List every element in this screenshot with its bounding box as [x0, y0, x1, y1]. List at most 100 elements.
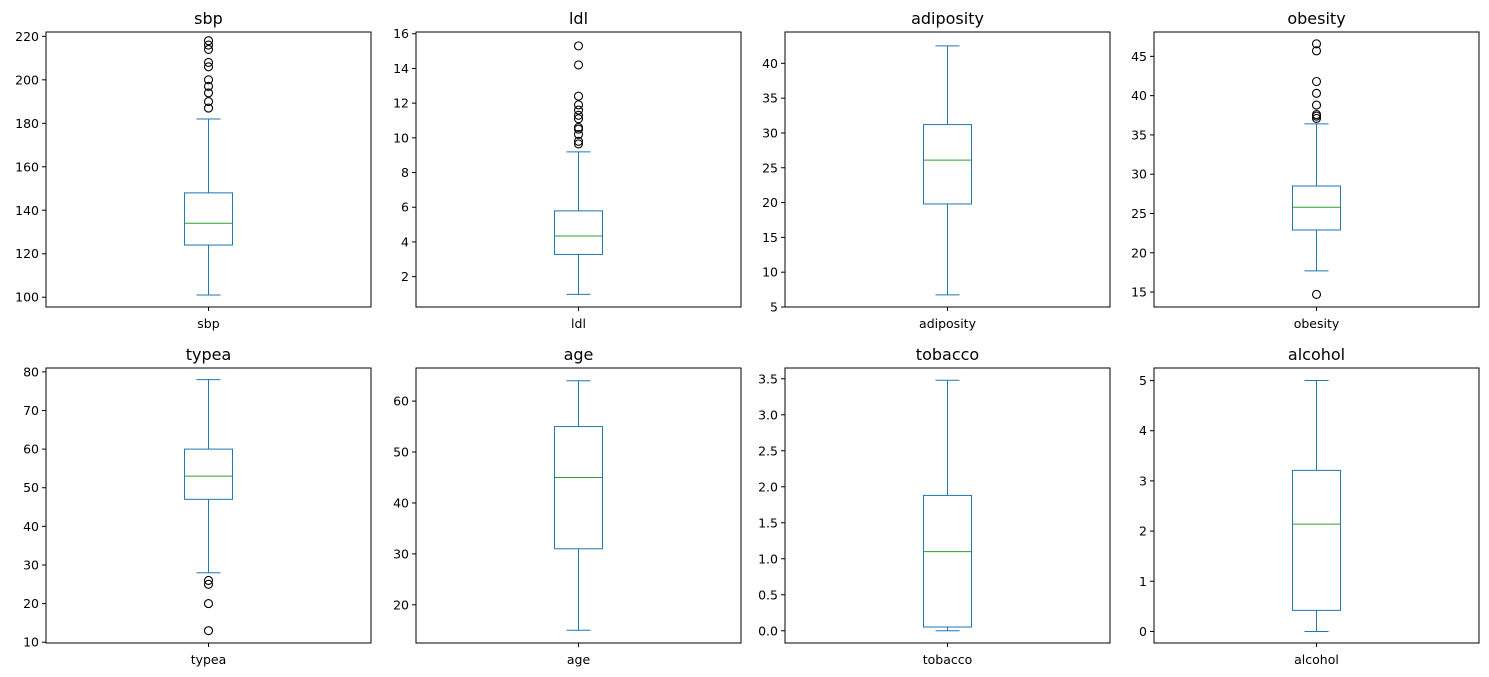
y-tick-label: 30	[762, 125, 778, 140]
y-tick-label: 5	[770, 300, 778, 315]
y-tick-label: 4	[401, 234, 409, 249]
outlier-point	[203, 40, 214, 50]
y-tick-label: 40	[23, 519, 39, 534]
outlier-point	[573, 105, 584, 115]
y-tick-label: 40	[1131, 88, 1147, 103]
outlier-point	[573, 91, 584, 101]
iqr-box	[1292, 469, 1341, 611]
subplot-title: age	[564, 345, 594, 364]
y-tick-label: 12	[393, 96, 409, 111]
subplot-title: obesity	[1287, 9, 1345, 28]
y-tick-label: 8	[401, 165, 409, 180]
y-tick-label: 180	[15, 116, 39, 131]
y-tick-label: 2.0	[758, 479, 778, 494]
y-tick-label: 15	[1131, 285, 1147, 300]
outlier-point	[1311, 289, 1322, 299]
iqr-box	[554, 210, 603, 255]
iqr-box	[923, 124, 972, 205]
subplot-obesity: obesity 15 20 25 30 35 40 45 obesity	[1131, 9, 1480, 331]
subplot-title: typea	[186, 345, 232, 364]
subplot-title: sbp	[194, 9, 223, 28]
iqr-box	[1292, 185, 1341, 231]
outlier-point	[203, 44, 214, 54]
outlier-point	[1311, 39, 1322, 49]
y-tick-label: 45	[1131, 49, 1147, 64]
outlier-point	[573, 41, 584, 51]
y-tick-label: 14	[393, 61, 409, 76]
outlier-point	[573, 110, 584, 120]
x-tick-label: ldl	[571, 316, 586, 331]
y-tick-label: 40	[762, 56, 778, 71]
y-tick-label: 20	[23, 596, 39, 611]
outlier-point	[203, 57, 214, 67]
outlier-point	[1311, 109, 1322, 120]
y-tick-label: 35	[762, 91, 778, 106]
y-tick-label: 4	[1139, 423, 1147, 438]
outlier-point	[1311, 76, 1322, 87]
y-tick-label: 2.5	[758, 443, 778, 458]
y-tick-label: 60	[393, 394, 409, 409]
iqr-box	[184, 448, 233, 500]
x-tick-label: obesity	[1294, 316, 1340, 331]
y-tick-label: 3.0	[758, 407, 778, 422]
subplot-typea: typea 10 20 30 40 50 60 70 80 typea	[23, 345, 372, 667]
subplot-alcohol: alcohol 0 1 2 3 4 5 alcohol	[1139, 345, 1480, 667]
y-tick-label: 2	[401, 269, 409, 284]
y-tick-label: 15	[762, 230, 778, 245]
subplot-title: ldl	[569, 9, 588, 28]
outlier-point	[1311, 113, 1322, 123]
subplot-ldl: ldl 2 4 6 8 10 12 14 16 ldl	[393, 9, 742, 331]
y-tick-label: 1.0	[758, 551, 778, 566]
outlier-point	[203, 626, 214, 636]
outlier-point	[1311, 88, 1322, 98]
y-tick-label: 3	[1139, 473, 1147, 488]
subplot-sbp: sbp 100 120 140 160 180 200 220 sbp	[15, 9, 372, 331]
y-tick-label: 60	[23, 442, 39, 457]
outlier-point	[573, 114, 584, 124]
outlier-point	[573, 60, 584, 70]
subplot-adiposity: adiposity 5 10 15 20 25 30 35 40 adiposity	[762, 9, 1111, 331]
y-tick-label: 25	[1131, 206, 1147, 221]
outlier-point	[203, 36, 214, 46]
outlier-point	[573, 139, 584, 149]
y-tick-label: 10	[23, 635, 39, 650]
subplot-tobacco: tobacco 0.0 0.5 1.0 1.5 2.0 2.5 3.0 3.5 tobacco	[758, 345, 1111, 667]
outlier-point	[203, 103, 214, 113]
y-tick-label: 0.0	[758, 623, 778, 638]
y-tick-label: 10	[762, 265, 778, 280]
outlier-point	[203, 579, 214, 589]
subplot-title: adiposity	[911, 9, 984, 28]
x-tick-label: alcohol	[1294, 652, 1339, 667]
outlier-point	[1311, 100, 1322, 110]
outlier-point	[573, 122, 584, 132]
y-tick-label: 40	[393, 495, 409, 510]
y-tick-label: 100	[15, 290, 39, 305]
iqr-box	[184, 192, 233, 246]
outlier-point	[573, 100, 584, 110]
y-tick-label: 6	[401, 200, 409, 215]
subplot-age: age 20 30 40 50 60 age	[393, 345, 742, 667]
y-tick-label: 3.5	[758, 371, 778, 386]
outlier-point	[203, 575, 214, 585]
y-tick-label: 1	[1139, 574, 1147, 589]
y-tick-label: 20	[393, 597, 409, 612]
y-tick-label: 5	[1139, 373, 1147, 388]
y-tick-label: 20	[762, 195, 778, 210]
iqr-box	[554, 426, 603, 550]
y-tick-label: 220	[15, 29, 39, 44]
y-tick-label: 50	[23, 480, 39, 495]
outlier-point	[203, 599, 214, 609]
outlier-point	[203, 81, 214, 91]
y-tick-label: 140	[15, 203, 39, 218]
y-tick-label: 1.5	[758, 515, 778, 530]
x-tick-label: typea	[191, 652, 227, 667]
y-tick-label: 70	[23, 403, 39, 418]
y-tick-label: 16	[393, 26, 409, 41]
y-tick-label: 80	[23, 364, 39, 379]
subplot-title: tobacco	[916, 345, 979, 364]
x-tick-label: tobacco	[923, 652, 973, 667]
y-tick-label: 35	[1131, 127, 1147, 142]
y-tick-label: 120	[15, 246, 39, 261]
outlier-point	[203, 75, 214, 85]
y-tick-label: 0	[1139, 624, 1147, 639]
